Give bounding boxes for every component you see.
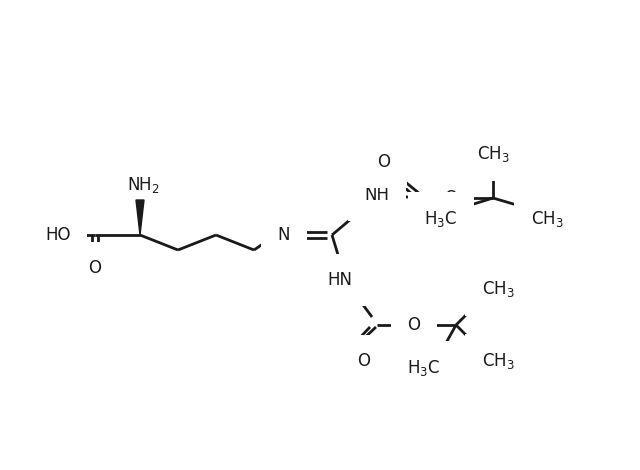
Text: O: O	[378, 153, 390, 171]
Text: CH$_3$: CH$_3$	[482, 351, 515, 371]
Text: HN: HN	[328, 271, 353, 289]
Polygon shape	[136, 200, 144, 235]
Text: NH: NH	[365, 186, 390, 204]
Text: O: O	[358, 352, 371, 370]
Text: O: O	[408, 316, 420, 334]
Text: H$_3$C: H$_3$C	[424, 209, 458, 229]
Text: O: O	[88, 259, 102, 277]
Text: O: O	[445, 189, 458, 207]
Text: N: N	[278, 226, 291, 244]
Text: CH$_3$: CH$_3$	[482, 279, 515, 299]
Text: NH$_2$: NH$_2$	[127, 175, 159, 195]
Text: CH$_3$: CH$_3$	[477, 144, 509, 164]
Text: CH$_3$: CH$_3$	[531, 209, 563, 229]
Text: HO: HO	[45, 226, 71, 244]
Text: H$_3$C: H$_3$C	[408, 358, 440, 378]
